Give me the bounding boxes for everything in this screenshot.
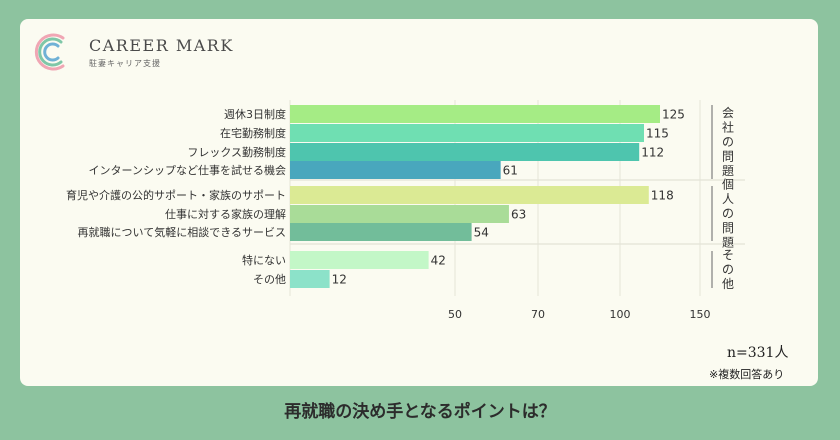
bar <box>290 270 330 288</box>
brand-tagline: 駐妻キャリア支援 <box>89 59 161 68</box>
category-label: 週休3日制度 <box>224 107 286 121</box>
footer-title: 再就職の決め手となるポイントは？ <box>284 402 556 422</box>
bar <box>290 143 640 161</box>
group-label: 会社の問題 <box>722 106 734 178</box>
bar <box>290 223 472 241</box>
bar <box>290 186 649 204</box>
group-label: その他 <box>722 248 734 291</box>
data-label: 125 <box>662 108 685 122</box>
brand-name: CAREER MARK <box>89 36 234 55</box>
sample-size-label: n=331人 <box>727 345 789 361</box>
data-label: 42 <box>431 254 446 268</box>
data-label: 61 <box>503 164 518 178</box>
data-label: 12 <box>332 273 347 287</box>
data-label: 63 <box>511 208 526 222</box>
category-label: 特にない <box>242 253 286 267</box>
bar <box>290 205 509 223</box>
category-label: インターンシップなど仕事を試せる機会 <box>89 163 286 177</box>
data-label: 118 <box>651 189 674 203</box>
x-tick-label: 100 <box>610 308 631 321</box>
category-label: その他 <box>253 273 286 286</box>
category-label: 在宅勤務制度 <box>220 126 286 140</box>
bar <box>290 251 429 269</box>
career-mark-logo-icon <box>34 33 65 71</box>
category-label: フレックス勤務制度 <box>187 145 286 159</box>
category-label: 再就職について気軽に相談できるサービス <box>78 225 286 239</box>
category-label: 仕事に対する家族の理解 <box>165 207 286 221</box>
data-label: 54 <box>474 226 489 240</box>
x-tick-label: 150 <box>690 308 711 321</box>
data-label: 115 <box>646 127 669 141</box>
category-label: 育児や介護の公的サポート・家族のサポート <box>66 188 286 202</box>
bar <box>290 161 501 179</box>
bar <box>290 124 644 142</box>
data-label: 112 <box>641 146 664 160</box>
multiple-answer-note: ※複数回答あり <box>709 368 785 381</box>
x-tick-label: 50 <box>448 308 462 321</box>
x-tick-label: 70 <box>531 308 545 321</box>
bar <box>290 105 660 123</box>
group-label: 個人の問題 <box>722 178 734 250</box>
